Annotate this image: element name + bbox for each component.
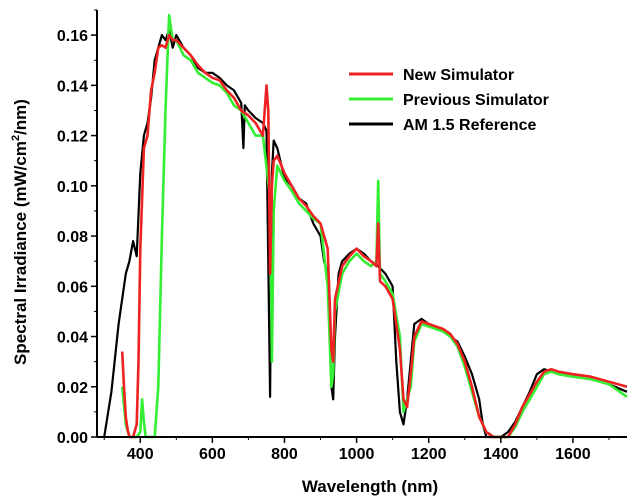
x-tick-label: 1600 [555, 446, 591, 463]
x-tick-label: 400 [127, 446, 154, 463]
x-tick-label: 600 [199, 446, 226, 463]
legend-label-am-1-5-reference: AM 1.5 Reference [403, 117, 536, 134]
y-tick-label: 0.12 [57, 129, 88, 146]
y-axis-title-part1: Spectral Irradiance (mW/cm [11, 141, 30, 365]
y-axis-title: Spectral Irradiance (mW/cm2/nm) [10, 99, 30, 365]
y-tick-label: 0.02 [57, 380, 88, 397]
y-axis-title-superscript: 2 [10, 135, 22, 141]
y-tick-label: 0.04 [57, 330, 88, 347]
legend-label-previous-simulator: Previous Simulator [403, 92, 549, 109]
x-axis-title: Wavelength (nm) [302, 477, 438, 496]
series-line-previous-simulator [120, 13, 628, 439]
legend: New Simulator Previous Simulator AM 1.5 Re… [349, 67, 549, 134]
y-tick-label: 0.06 [57, 279, 88, 296]
x-tick-label: 1000 [339, 446, 375, 463]
axes [96, 10, 627, 438]
series-layer [103, 13, 628, 439]
y-tick-label: 0.14 [57, 78, 88, 95]
y-tick-label: 0.00 [57, 430, 88, 447]
x-tick-label: 800 [271, 446, 298, 463]
tick-layer: 400 600 800 1000 1200 1400 1600 0.00 0.02 0.04 0.0… [57, 9, 610, 463]
legend-label-new-simulator: New Simulator [403, 67, 514, 84]
y-tick-label: 0.10 [57, 179, 88, 196]
x-tick-label: 1200 [411, 446, 447, 463]
y-tick-label: 0.16 [57, 28, 88, 45]
x-tick-label: 1400 [483, 446, 519, 463]
y-axis-title-part2: /nm) [11, 99, 30, 135]
y-tick-label: 0.08 [57, 229, 88, 246]
series-line-new-simulator [120, 33, 628, 439]
